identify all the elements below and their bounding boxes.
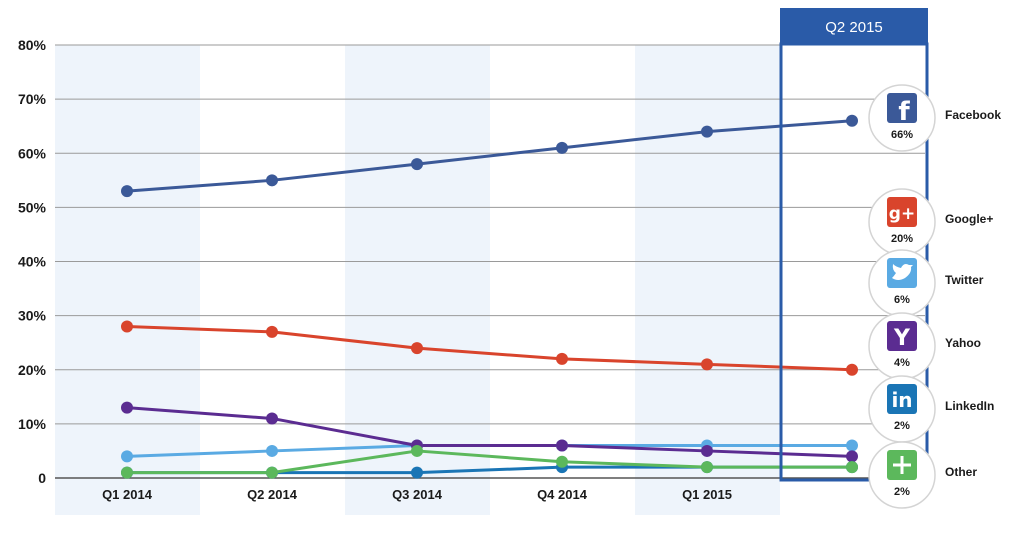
- series-points: [121, 114, 858, 479]
- legend-item-yahoo: Y 4% Yahoo: [868, 312, 981, 380]
- y-tick-label: 50%: [18, 199, 47, 215]
- svg-text:f: f: [898, 97, 910, 127]
- svg-text:Y: Y: [893, 326, 911, 351]
- data-point-google: [701, 358, 713, 371]
- facebook-icon: f: [887, 93, 917, 127]
- data-point-yahoo: [121, 401, 133, 414]
- column-bands: [55, 45, 780, 515]
- legend-item-linkedin: in 2% LinkedIn: [868, 375, 994, 443]
- svg-text:g+: g+: [889, 204, 915, 224]
- series-line-google: [126, 324, 853, 372]
- data-point-other: [701, 461, 713, 474]
- data-point-facebook: [411, 158, 423, 171]
- legend-item-google: g+ 20% Google+: [868, 188, 993, 256]
- series-line-other: [127, 449, 852, 475]
- x-tick-label: Q4 2014: [537, 487, 588, 502]
- legend-item-facebook: f 66% Facebook: [868, 84, 1001, 152]
- legend-percent: 2%: [894, 486, 910, 498]
- column-band: [55, 45, 200, 515]
- y-tick-label: 20%: [18, 362, 47, 378]
- legend-percent: 6%: [894, 294, 910, 306]
- data-point-google: [556, 352, 568, 365]
- x-axis-ticks: Q1 2014 Q2 2014 Q3 2014 Q4 2014 Q1 2015: [102, 487, 732, 502]
- data-point-google: [411, 342, 423, 355]
- data-point-linkedin: [411, 466, 423, 479]
- data-point-yahoo: [701, 444, 713, 457]
- legend: f 66% Facebook g+ 20% Google+ 6% Twitter Y 4% Yaho…: [868, 84, 1001, 509]
- data-point-yahoo: [266, 412, 278, 425]
- data-point-yahoo: [846, 450, 858, 463]
- data-point-google: [266, 325, 278, 338]
- data-point-facebook: [701, 125, 713, 138]
- legend-item-twitter: 6% Twitter: [868, 249, 984, 317]
- data-point-facebook: [846, 114, 858, 127]
- data-point-yahoo: [556, 439, 568, 452]
- data-point-google: [846, 363, 858, 376]
- y-axis-ticks: 0 10% 20% 30% 40% 50% 60% 70% 80%: [18, 37, 47, 486]
- legend-label: Other: [945, 465, 977, 479]
- twitter-icon: [887, 258, 917, 288]
- data-point-facebook: [266, 174, 278, 187]
- legend-label: LinkedIn: [945, 399, 994, 413]
- x-tick-label: Q3 2014: [392, 487, 443, 502]
- svg-text:in: in: [891, 388, 912, 412]
- series-lines: [126, 119, 853, 475]
- yahoo-icon: Y: [887, 321, 917, 351]
- y-tick-label: 60%: [18, 145, 47, 161]
- data-point-other: [846, 461, 858, 474]
- data-point-facebook: [121, 185, 133, 198]
- legend-item-other: 2% Other: [868, 441, 977, 509]
- y-tick-label: 30%: [18, 308, 47, 324]
- legend-label: Yahoo: [945, 336, 981, 350]
- legend-label: Google+: [945, 212, 993, 226]
- y-tick-label: 0: [38, 470, 46, 486]
- legend-label: Twitter: [945, 273, 984, 287]
- data-point-twitter: [846, 439, 858, 452]
- legend-label: Facebook: [945, 108, 1001, 122]
- legend-percent: 20%: [891, 233, 913, 245]
- highlight-header: [780, 8, 928, 45]
- data-point-twitter: [266, 444, 278, 457]
- data-point-other: [556, 455, 568, 468]
- data-point-facebook: [556, 141, 568, 154]
- legend-percent: 66%: [891, 129, 913, 141]
- highlight-label: Q2 2015: [825, 19, 883, 36]
- data-point-twitter: [121, 450, 133, 463]
- y-tick-label: 70%: [18, 91, 47, 107]
- plus-icon: [887, 450, 917, 480]
- series-line-facebook: [126, 119, 853, 193]
- legend-percent: 4%: [894, 357, 910, 369]
- y-tick-label: 80%: [18, 37, 47, 53]
- y-tick-label: 40%: [18, 254, 47, 270]
- data-point-other: [411, 444, 423, 457]
- data-point-google: [121, 320, 133, 333]
- column-band: [635, 45, 780, 515]
- x-tick-label: Q1 2014: [102, 487, 153, 502]
- x-tick-label: Q2 2014: [247, 487, 298, 502]
- data-point-other: [266, 466, 278, 479]
- series-line-yahoo: [126, 406, 853, 458]
- x-tick-label: Q1 2015: [682, 487, 732, 502]
- data-point-other: [121, 466, 133, 479]
- legend-percent: 2%: [894, 420, 910, 432]
- google-plus-icon: g+: [887, 197, 917, 227]
- linkedin-icon: in: [887, 384, 917, 414]
- y-tick-label: 10%: [18, 416, 47, 432]
